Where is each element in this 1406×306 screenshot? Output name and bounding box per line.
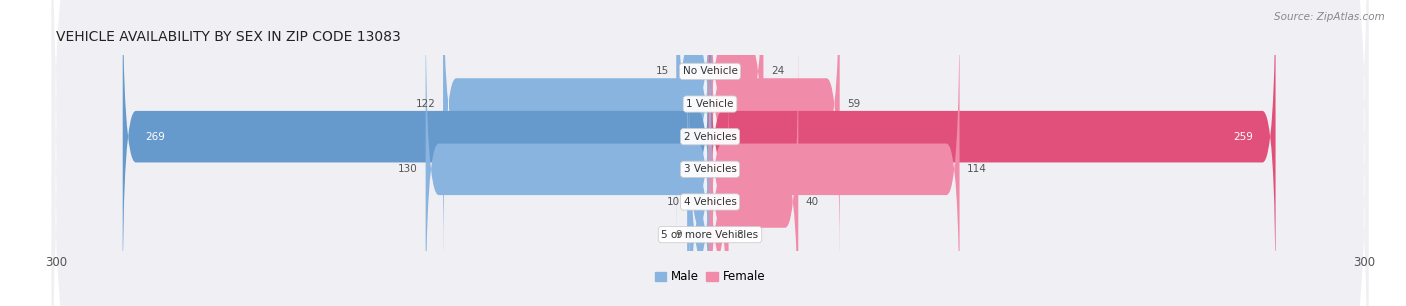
Text: 2 Vehicles: 2 Vehicles <box>683 132 737 142</box>
Text: 59: 59 <box>848 99 860 109</box>
FancyBboxPatch shape <box>52 0 1368 306</box>
FancyBboxPatch shape <box>52 0 1368 306</box>
FancyBboxPatch shape <box>52 0 1368 306</box>
FancyBboxPatch shape <box>709 0 839 274</box>
FancyBboxPatch shape <box>52 0 1368 306</box>
FancyBboxPatch shape <box>689 65 711 306</box>
Text: 1 Vehicle: 1 Vehicle <box>686 99 734 109</box>
FancyBboxPatch shape <box>443 0 711 274</box>
Text: 4 Vehicles: 4 Vehicles <box>683 197 737 207</box>
Text: 3 Vehicles: 3 Vehicles <box>683 164 737 174</box>
Text: No Vehicle: No Vehicle <box>682 66 738 76</box>
Text: 10: 10 <box>666 197 679 207</box>
Text: 5 or more Vehicles: 5 or more Vehicles <box>661 230 759 240</box>
Text: 122: 122 <box>416 99 436 109</box>
FancyBboxPatch shape <box>426 0 711 306</box>
FancyBboxPatch shape <box>52 0 1368 306</box>
FancyBboxPatch shape <box>709 0 959 306</box>
FancyBboxPatch shape <box>709 65 728 306</box>
Text: 259: 259 <box>1233 132 1253 142</box>
Text: 40: 40 <box>806 197 820 207</box>
FancyBboxPatch shape <box>122 0 711 306</box>
FancyBboxPatch shape <box>52 0 1368 306</box>
FancyBboxPatch shape <box>709 0 763 241</box>
FancyBboxPatch shape <box>688 32 711 306</box>
Text: VEHICLE AVAILABILITY BY SEX IN ZIP CODE 13083: VEHICLE AVAILABILITY BY SEX IN ZIP CODE … <box>56 30 401 44</box>
Text: 15: 15 <box>655 66 669 76</box>
FancyBboxPatch shape <box>709 0 1275 306</box>
Text: 114: 114 <box>967 164 987 174</box>
FancyBboxPatch shape <box>709 32 799 306</box>
Text: 130: 130 <box>398 164 418 174</box>
Text: 9: 9 <box>675 230 682 240</box>
Text: 24: 24 <box>770 66 785 76</box>
Text: 269: 269 <box>146 132 166 142</box>
Text: 8: 8 <box>737 230 742 240</box>
Legend: Male, Female: Male, Female <box>650 266 770 288</box>
Text: Source: ZipAtlas.com: Source: ZipAtlas.com <box>1274 12 1385 22</box>
FancyBboxPatch shape <box>676 0 711 241</box>
